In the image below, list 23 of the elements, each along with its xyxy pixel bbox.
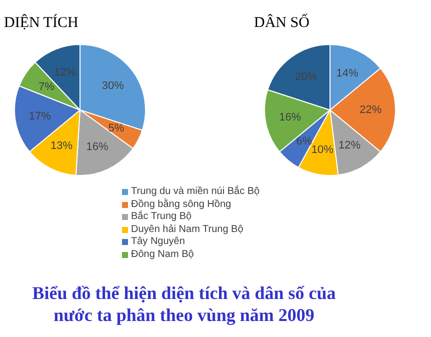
legend-label: Duyên hải Nam Trung Bộ <box>131 224 244 236</box>
chart-title: DÂN SỐ <box>254 12 310 31</box>
data-label: 22% <box>360 104 382 116</box>
data-label: 14% <box>336 67 359 80</box>
text: Biểu đồ thể hiện diện tích và dân số của nước ta phân theo vùng năm 2009 <box>31 282 337 326</box>
legend-label: Trung du và miền núi Bắc Bộ <box>131 186 260 198</box>
data-label: 6% <box>296 135 312 148</box>
data-label: 30% <box>102 80 124 92</box>
legend-label: Đông Nam Bộ <box>131 248 194 261</box>
data-label: 13% <box>50 140 73 152</box>
data-label: 12% <box>54 66 76 78</box>
data-label: 5% <box>108 122 124 134</box>
data-label: 10% <box>311 144 334 156</box>
data-label: 7% <box>38 81 55 94</box>
legend-label: Tây Nguyên <box>131 236 185 248</box>
legend-label: Bắc Trung Bộ <box>131 211 192 224</box>
data-label: 16% <box>279 112 302 124</box>
data-label: 20% <box>295 71 318 84</box>
chart-title: DIỆN TÍCH <box>4 14 78 31</box>
data-label: 12% <box>338 140 361 152</box>
legend-label: Đồng bằng sông Hồng <box>131 198 232 210</box>
data-label: 16% <box>86 140 109 153</box>
data-label: 17% <box>28 110 52 122</box>
